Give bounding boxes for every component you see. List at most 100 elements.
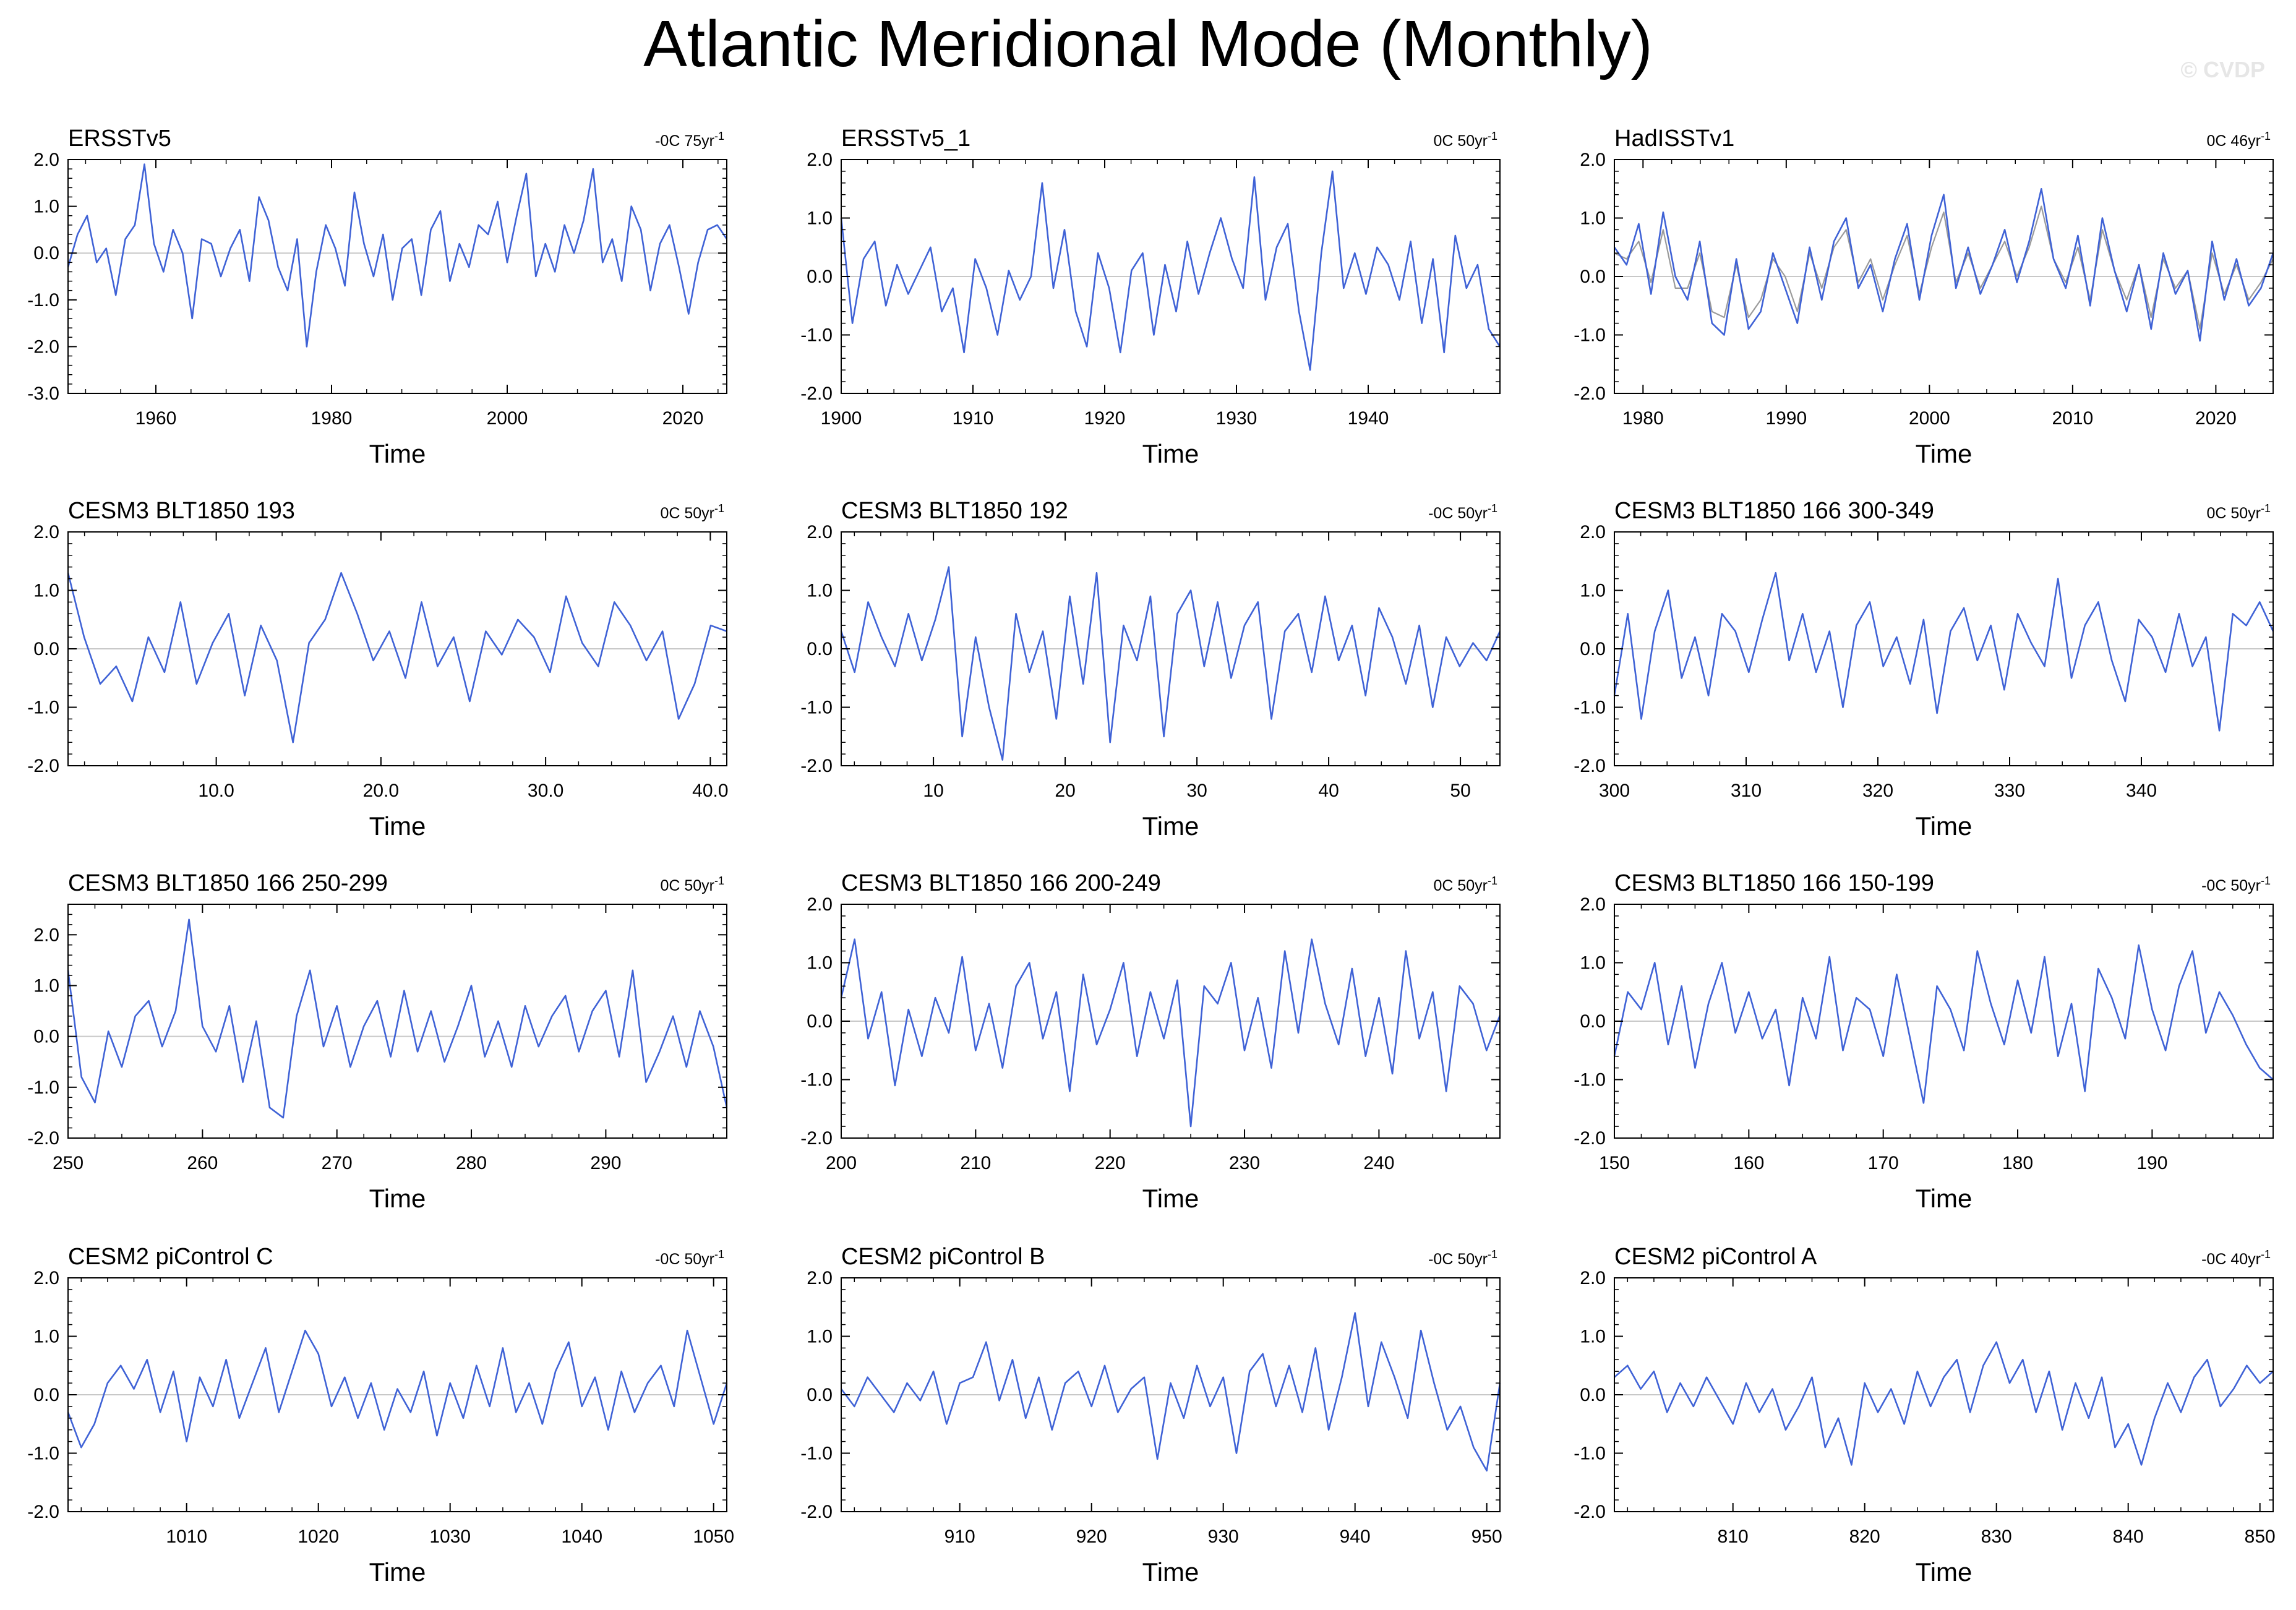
y-tick-label: 2.0 — [33, 1268, 59, 1288]
x-tick-label: 10.0 — [198, 781, 234, 801]
y-tick-label: -1.0 — [1574, 1070, 1606, 1090]
plot-frame — [67, 904, 727, 1139]
y-tick-label: 1.0 — [1580, 208, 1606, 229]
x-tick-label: 30 — [1186, 781, 1207, 801]
x-tick-label: 950 — [1471, 1527, 1502, 1547]
x-tick-label: 210 — [960, 1153, 991, 1173]
y-tick-label: 1.0 — [33, 197, 59, 217]
y-tick-label: 0.0 — [807, 1011, 833, 1032]
panel-trend: -0C 50yr-1 — [655, 1248, 724, 1268]
x-tick-label: 340 — [2126, 781, 2157, 801]
y-tick-label: 0.0 — [807, 1385, 833, 1405]
x-tick-label: 1910 — [953, 408, 994, 429]
x-tick-label: 150 — [1599, 1153, 1630, 1173]
y-tick-label: -1.0 — [1574, 698, 1606, 718]
y-tick-label: -1.0 — [27, 290, 59, 310]
y-tick-label: 1.0 — [807, 953, 833, 974]
panel-title: CESM3 BLT1850 193 — [68, 498, 295, 524]
y-tick-label: 0.0 — [1580, 1385, 1606, 1405]
panel-title: CESM3 BLT1850 166 200-249 — [841, 870, 1161, 896]
x-tick-label: 320 — [1862, 781, 1893, 801]
panel-title: ERSSTv5_1 — [841, 126, 970, 152]
panel-9: -2.0 -1.0 0.0 1.0 2.0 1010 1020 1030 1040 1050 CES… — [27, 1244, 734, 1586]
x-tick-label: 230 — [1229, 1153, 1260, 1173]
panel-trend: -0C 75yr-1 — [655, 130, 724, 150]
x-tick-label: 170 — [1868, 1153, 1899, 1173]
y-tick-label: -1.0 — [27, 1444, 59, 1464]
x-tick-label: 40.0 — [692, 781, 728, 801]
panel-0: -3.0 -2.0 -1.0 0.0 1.0 2.0 1960 1980 2000 2020 ERS… — [27, 126, 728, 468]
x-tick-label: 2000 — [487, 408, 528, 429]
panel-trend: 0C 50yr-1 — [660, 875, 724, 894]
series-line-0 — [67, 572, 727, 743]
panel-title: CESM2 piControl C — [68, 1244, 273, 1270]
x-tick-label: 190 — [2136, 1153, 2167, 1173]
x-tick-label: 330 — [1994, 781, 2025, 801]
series-line-0 — [840, 170, 1501, 371]
x-axis-label: Time — [1142, 439, 1199, 468]
x-axis-label: Time — [1916, 1184, 1973, 1213]
x-tick-label: 240 — [1363, 1153, 1394, 1173]
x-tick-label: 930 — [1208, 1527, 1239, 1547]
y-tick-label: 2.0 — [1580, 1268, 1606, 1288]
y-tick-label: 1.0 — [807, 1327, 833, 1347]
y-tick-label: -2.0 — [800, 1128, 833, 1149]
series-line-0 — [67, 163, 728, 348]
y-tick-label: -2.0 — [27, 756, 59, 776]
y-tick-label: 2.0 — [1580, 150, 1606, 170]
series-line-0 — [1613, 944, 2274, 1104]
x-axis-label: Time — [369, 811, 426, 841]
panel-title: CESM3 BLT1850 166 150-199 — [1614, 870, 1934, 896]
x-tick-label: 1050 — [693, 1527, 734, 1547]
y-tick-label: -1.0 — [1574, 1444, 1606, 1464]
x-tick-label: 270 — [322, 1153, 353, 1173]
series-line-0 — [67, 1329, 728, 1449]
x-tick-label: 300 — [1599, 781, 1630, 801]
x-tick-label: 290 — [590, 1153, 621, 1173]
plot-frame — [67, 159, 727, 394]
panel-3: -2.0 -1.0 0.0 1.0 2.0 10.0 20.0 30.0 40.0 CESM3 B… — [27, 498, 728, 841]
x-tick-label: 850 — [2245, 1527, 2276, 1547]
y-tick-label: -3.0 — [27, 383, 59, 404]
x-tick-label: 940 — [1340, 1527, 1371, 1547]
watermark: © CVDP — [2180, 57, 2265, 82]
panel-trend: -0C 50yr-1 — [2201, 875, 2271, 894]
y-tick-label: 0.0 — [1580, 267, 1606, 287]
x-tick-label: 1920 — [1084, 408, 1126, 429]
panel-trend: 0C 50yr-1 — [1433, 875, 1497, 894]
x-tick-label: 40 — [1318, 781, 1339, 801]
y-tick-label: 1.0 — [807, 208, 833, 229]
y-tick-label: 2.0 — [1580, 522, 1606, 542]
y-tick-label: -1.0 — [800, 698, 833, 718]
x-tick-label: 810 — [1718, 1527, 1749, 1547]
x-tick-label: 2020 — [2195, 408, 2237, 429]
x-tick-label: 1040 — [561, 1527, 602, 1547]
x-tick-label: 2010 — [2052, 408, 2093, 429]
x-tick-label: 1990 — [1765, 408, 1807, 429]
x-axis-label: Time — [1142, 1557, 1199, 1586]
y-tick-label: -1.0 — [800, 1444, 833, 1464]
x-tick-label: 1020 — [298, 1527, 339, 1547]
x-tick-label: 910 — [945, 1527, 975, 1547]
series-line-0 — [1614, 1341, 2274, 1466]
y-tick-label: 0.0 — [1580, 639, 1606, 659]
panel-trend: 0C 50yr-1 — [660, 502, 724, 522]
x-axis-label: Time — [1142, 1184, 1199, 1213]
y-tick-label: 1.0 — [1580, 1327, 1606, 1347]
y-tick-label: 1.0 — [33, 1327, 59, 1347]
series-line-0 — [840, 566, 1501, 761]
y-tick-label: 0.0 — [33, 1027, 59, 1047]
series-line-0 — [67, 918, 728, 1119]
x-tick-label: 820 — [1849, 1527, 1880, 1547]
series-line-0 — [1613, 572, 2274, 732]
x-axis-label: Time — [369, 439, 426, 468]
y-tick-label: -2.0 — [1574, 756, 1606, 776]
y-tick-label: 0.0 — [807, 639, 833, 659]
x-tick-label: 1030 — [429, 1527, 471, 1547]
x-tick-label: 2000 — [1909, 408, 1950, 429]
y-tick-label: -1.0 — [1574, 325, 1606, 346]
series-line-0 — [840, 938, 1501, 1128]
panel-7: -2.0 -1.0 0.0 1.0 2.0 200 210 220 230 240 CESM3 BL… — [800, 870, 1501, 1213]
y-tick-label: -2.0 — [27, 1502, 59, 1522]
